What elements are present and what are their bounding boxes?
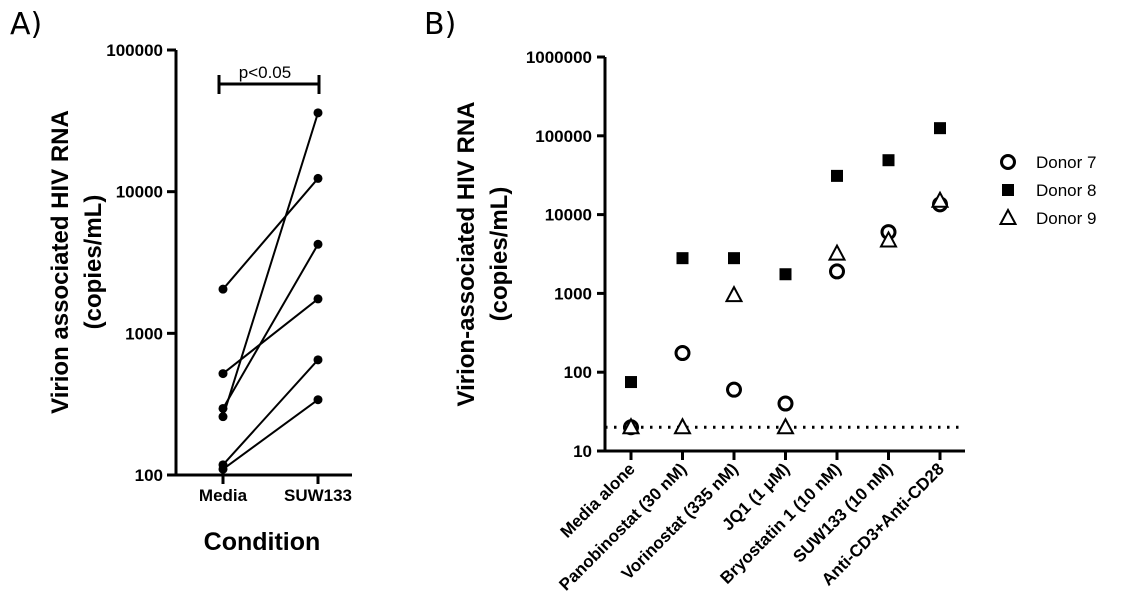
y-tick-label: 100 (135, 466, 163, 485)
panel-b-y-ticks: 10 100 1000 10000 100000 1000000 (526, 48, 605, 461)
paired-line (222, 177, 319, 290)
panel-b-legend: Donor 7 Donor 8 Donor 9 (998, 153, 1096, 228)
y-tick-label: 100000 (535, 127, 592, 146)
panel-b-y-axis-title-line1: Virion-associated HIV RNA (453, 102, 480, 407)
donor-point (934, 122, 946, 135)
panel-a-points (218, 108, 323, 474)
donor-point (779, 268, 792, 281)
donor-point (726, 381, 742, 398)
panel-b-letter: B) (424, 7, 456, 42)
panel-a-y-axis-title-line2: (copies/mL) (80, 195, 107, 330)
donor-point (930, 190, 950, 208)
data-point (313, 395, 323, 405)
y-tick-label: 1000000 (526, 48, 592, 67)
donor-point (776, 417, 795, 435)
panel-b-points (621, 122, 950, 436)
y-tick-label: 10000 (545, 206, 592, 225)
panel-a-chart: A) 100 1000 10000 100000 Media SUW133 p<0.05… (10, 7, 352, 556)
x-tick-label: SUW133 (284, 486, 352, 505)
y-tick-label: 10 (573, 442, 592, 461)
data-point (313, 239, 323, 249)
data-point (313, 355, 323, 365)
data-point (218, 412, 228, 422)
x-tick-label: Media (199, 486, 248, 505)
panel-a-y-axis-title-line1: Virion associated HIV RNA (47, 110, 74, 414)
legend-marker (1002, 184, 1014, 196)
legend-marker (1000, 154, 1016, 170)
panel-a-y-ticks: 100 1000 10000 100000 (106, 41, 176, 485)
data-point (218, 284, 228, 294)
panel-a-x-ticks: Media SUW133 (199, 475, 352, 505)
legend-label: Donor 7 (1036, 153, 1096, 172)
y-tick-label: 100000 (106, 41, 163, 60)
data-point (218, 403, 228, 413)
legend-marker (998, 207, 1018, 225)
paired-line (222, 359, 319, 466)
panel-a-axes (174, 50, 352, 477)
legend-label: Donor 8 (1036, 181, 1096, 200)
p-value-annotation: p<0.05 (239, 63, 291, 82)
panel-b-axes (603, 57, 965, 453)
data-point (313, 294, 323, 304)
donor-point (827, 243, 847, 261)
donor-point (621, 417, 641, 435)
paired-line (222, 398, 319, 470)
panel-a-paired-lines (222, 112, 319, 470)
paired-line (222, 112, 319, 417)
donor-point (829, 263, 845, 280)
significance-bracket (217, 75, 321, 94)
donor-point (831, 169, 843, 182)
donor-point (728, 252, 740, 265)
donor-point (625, 376, 637, 389)
y-tick-label: 10000 (116, 183, 163, 202)
data-point (218, 464, 228, 474)
paired-line (222, 298, 319, 375)
donor-point (676, 252, 689, 265)
donor-point (882, 154, 895, 167)
y-tick-label: 1000 (554, 284, 592, 303)
donor-point (724, 285, 744, 303)
panel-a-letter: A) (10, 7, 42, 42)
paired-line (222, 243, 319, 409)
y-tick-label: 100 (564, 363, 592, 382)
panel-a-x-axis-title: Condition (204, 528, 321, 556)
data-point (313, 108, 323, 118)
legend-label: Donor 9 (1036, 209, 1096, 228)
donor-point (879, 230, 898, 248)
data-point (218, 369, 228, 379)
donor-point (674, 345, 691, 362)
panel-b-y-axis-title-line2: (copies/mL) (486, 187, 513, 322)
donor-point (777, 395, 794, 412)
donor-point (673, 417, 692, 435)
y-tick-label: 1000 (125, 324, 163, 343)
data-point (313, 173, 323, 183)
panel-b-chart: B) 10 100 1000 10000 100000 1000000 Media alo… (424, 7, 1096, 594)
